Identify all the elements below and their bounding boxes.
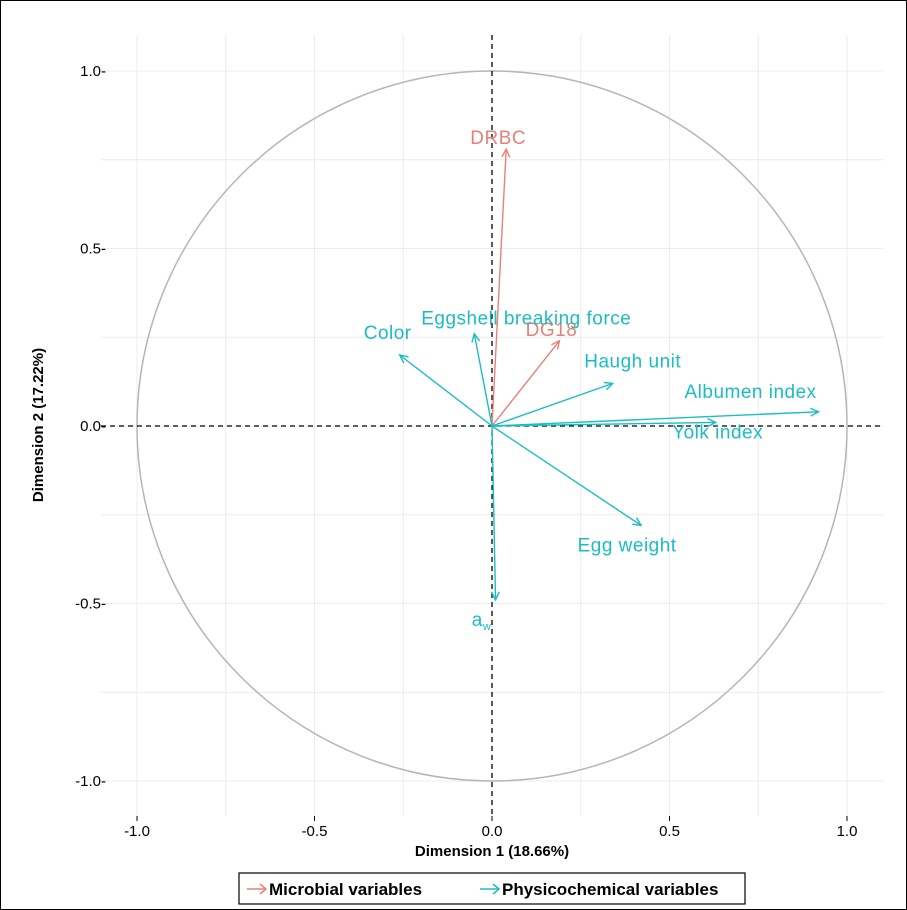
- arrow-color: [399, 354, 493, 427]
- arrow-a: [491, 425, 497, 600]
- y-tick-label: -0.5-: [75, 596, 106, 613]
- arrow-drbc: [491, 149, 507, 427]
- y-tick-label: 0.5-: [80, 241, 106, 258]
- legend: Microbial variables Physicochemical vari…: [238, 872, 746, 905]
- arrow-albumen-index: [491, 411, 819, 427]
- arrowhead: [490, 591, 500, 602]
- x-tick-label: 0.5: [659, 823, 680, 840]
- label-dg18: DG18: [526, 320, 578, 341]
- legend-key-microbial-head: [259, 883, 268, 895]
- x-tick-label: -0.5: [302, 823, 328, 840]
- legend-key-physicochemical-head: [492, 883, 501, 895]
- y-tick-label: 1.0-: [80, 63, 106, 80]
- x-axis-title: Dimension 1 (18.66%): [415, 843, 569, 860]
- arrowhead: [603, 381, 615, 391]
- arrow-eggshell-breaking-force: [473, 333, 493, 427]
- arrow-yolk-index: [491, 421, 716, 427]
- arrow-egg-weight: [491, 425, 642, 526]
- label-albumen-index: Albumen index: [684, 382, 816, 403]
- legend-label-physicochemical: Physicochemical variables: [502, 880, 718, 899]
- arrow-haugh-unit: [491, 382, 613, 427]
- label-color: Color: [364, 323, 412, 344]
- x-tick-label: 1.0: [837, 823, 858, 840]
- label-egg-weight: Egg weight: [578, 535, 677, 556]
- x-tick-label: -1.0: [124, 823, 150, 840]
- y-tick-label: 0.0-: [80, 418, 106, 435]
- arrowhead: [632, 517, 643, 527]
- axis-ticks: -1.0 -0.5 0.0 0.5 1.0 -1.0- -0.5- 0.0- 0.5- 1.0-: [75, 63, 857, 840]
- arrowhead: [398, 354, 409, 364]
- arrowhead: [551, 339, 561, 350]
- arrowhead: [810, 407, 821, 417]
- variable-arrows: [398, 147, 821, 602]
- x-tick-label: 0.0: [482, 823, 503, 840]
- arrowhead: [501, 147, 511, 158]
- arrowhead: [471, 332, 481, 343]
- arrow-dg18: [491, 340, 560, 427]
- label-drbc: DRBC: [470, 128, 526, 149]
- label-haugh-unit: Haugh unit: [584, 351, 681, 372]
- label-eggshell-breaking-force: Eggshell breaking force: [421, 309, 631, 330]
- arrowhead: [707, 418, 718, 428]
- legend-label-microbial: Microbial variables: [269, 880, 422, 899]
- y-axis-title: Dimension 2 (17.22%): [30, 348, 47, 502]
- label-a: aw: [472, 610, 492, 633]
- label-yolk-index: Yolk index: [672, 422, 763, 443]
- y-tick-label: -1.0-: [75, 773, 106, 790]
